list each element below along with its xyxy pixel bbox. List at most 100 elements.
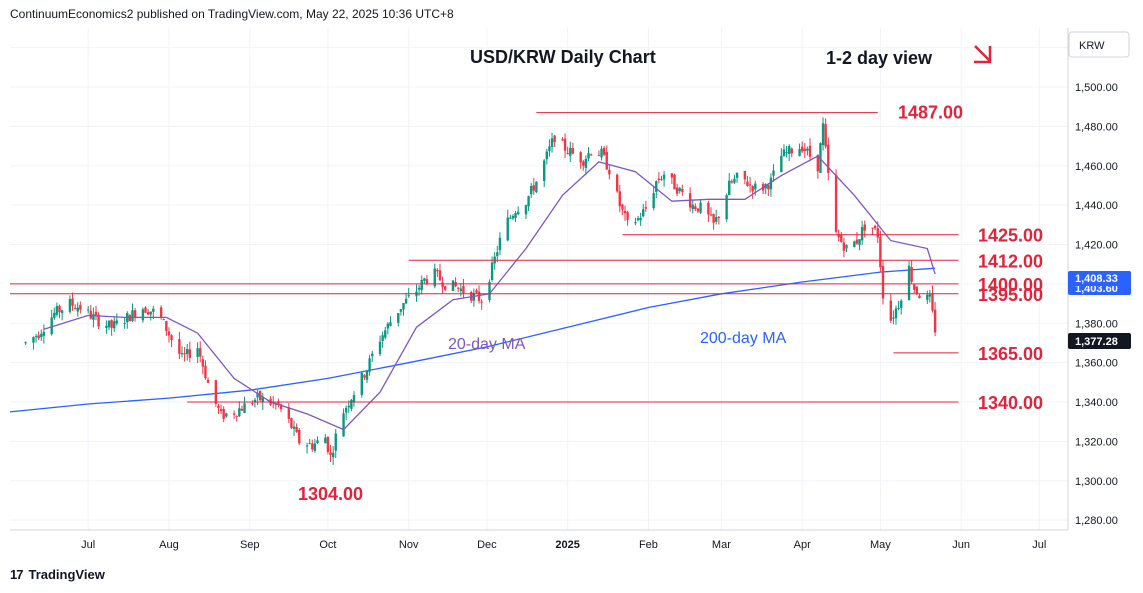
candle-body <box>889 300 892 321</box>
level-label: 1400.00 <box>978 275 1043 295</box>
candle-body <box>386 323 390 329</box>
candle-body <box>199 348 202 357</box>
candle-body <box>498 237 502 251</box>
candle-body <box>827 144 830 173</box>
candle-body <box>475 290 478 293</box>
candle-body <box>535 181 538 193</box>
candle-body <box>837 233 840 238</box>
candle-body <box>350 399 353 409</box>
candle-body <box>733 178 736 183</box>
candle-body <box>251 403 254 405</box>
candle-body <box>623 210 627 214</box>
x-tick-label: Oct <box>319 539 336 551</box>
y-tick-label: 1,320.00 <box>1075 436 1118 448</box>
candle-body <box>600 148 603 158</box>
candle-body <box>892 317 895 319</box>
candle-body <box>477 291 481 301</box>
candle-body <box>397 313 400 323</box>
candle-body <box>40 333 43 338</box>
candle-body <box>316 440 319 444</box>
candle-body <box>785 152 788 154</box>
candle-body <box>79 304 82 310</box>
candle-body <box>277 401 280 405</box>
candle-body <box>769 177 773 190</box>
candle-body <box>529 186 533 195</box>
candle-body <box>845 244 848 249</box>
candle-body <box>853 241 856 247</box>
candle-body <box>842 242 846 251</box>
ma20-line-layer <box>43 155 936 431</box>
candle-body <box>128 314 132 322</box>
y-tick-label: 1,280.00 <box>1075 515 1118 527</box>
y-tick-label: 1,360.00 <box>1075 358 1118 370</box>
candle-body <box>589 154 593 156</box>
candle-body <box>423 278 426 281</box>
candle-body <box>425 279 429 284</box>
candle-body <box>457 287 460 289</box>
candle-body <box>352 395 356 403</box>
candle-body <box>107 320 111 328</box>
candle-body <box>652 193 655 209</box>
candle-body <box>274 403 278 405</box>
x-tick-label: May <box>870 539 891 551</box>
candle-body <box>584 158 588 169</box>
candle-body <box>618 191 621 207</box>
x-tick-label: Feb <box>639 539 658 551</box>
candle-body <box>73 307 77 309</box>
candle-body <box>149 311 152 315</box>
candle-body <box>443 286 447 290</box>
candle-body <box>751 185 754 192</box>
candle-body <box>824 124 827 147</box>
candle-body <box>436 269 439 272</box>
last-price-tag-text: 1,377.28 <box>1075 336 1118 348</box>
candle-body <box>821 123 825 146</box>
candle-body <box>110 320 113 328</box>
candle-body <box>42 331 46 336</box>
candle-body <box>404 298 408 304</box>
candle-body <box>644 207 648 209</box>
candle-body <box>712 214 715 223</box>
candle-body <box>451 280 455 291</box>
symbol-badge[interactable]: KRW <box>1068 31 1130 58</box>
candle-body <box>511 215 515 219</box>
candle-body <box>217 405 220 409</box>
candle-body <box>344 407 348 413</box>
candle-body <box>563 138 567 151</box>
candle-body <box>76 307 79 312</box>
candle-body <box>931 293 934 311</box>
tradingview-brand: TradingView <box>28 567 105 582</box>
candle-body <box>790 148 793 154</box>
y-tick-label: 1,380.00 <box>1075 318 1118 330</box>
candle-body <box>347 405 350 408</box>
candle-body <box>365 370 369 380</box>
candle-body <box>694 206 697 210</box>
candle-body <box>131 310 134 321</box>
candle-body <box>225 413 228 417</box>
candle-body <box>655 181 658 192</box>
candle-body <box>782 149 786 157</box>
candle-body <box>438 270 442 281</box>
candle-body <box>60 310 64 314</box>
level-label: 1340.00 <box>978 393 1043 413</box>
candle-body <box>863 224 866 231</box>
candle-body <box>553 135 556 143</box>
y-tick-label: 1,420.00 <box>1075 240 1118 252</box>
candle-body <box>235 415 238 417</box>
candle-body <box>780 155 783 173</box>
candle-body <box>123 323 126 325</box>
candle-body <box>24 342 27 344</box>
candle-body <box>368 358 371 372</box>
candle-body <box>743 170 747 180</box>
candle-body <box>240 408 244 411</box>
candle-body <box>670 173 674 178</box>
candle-body <box>167 331 171 336</box>
ma200-line <box>9 267 936 413</box>
y-tick-label: 1,480.00 <box>1075 121 1118 133</box>
candle-body <box>384 330 387 338</box>
candle-body <box>219 409 223 412</box>
candle-body <box>417 287 421 290</box>
candle-body <box>621 204 624 210</box>
candle-body <box>490 262 494 280</box>
